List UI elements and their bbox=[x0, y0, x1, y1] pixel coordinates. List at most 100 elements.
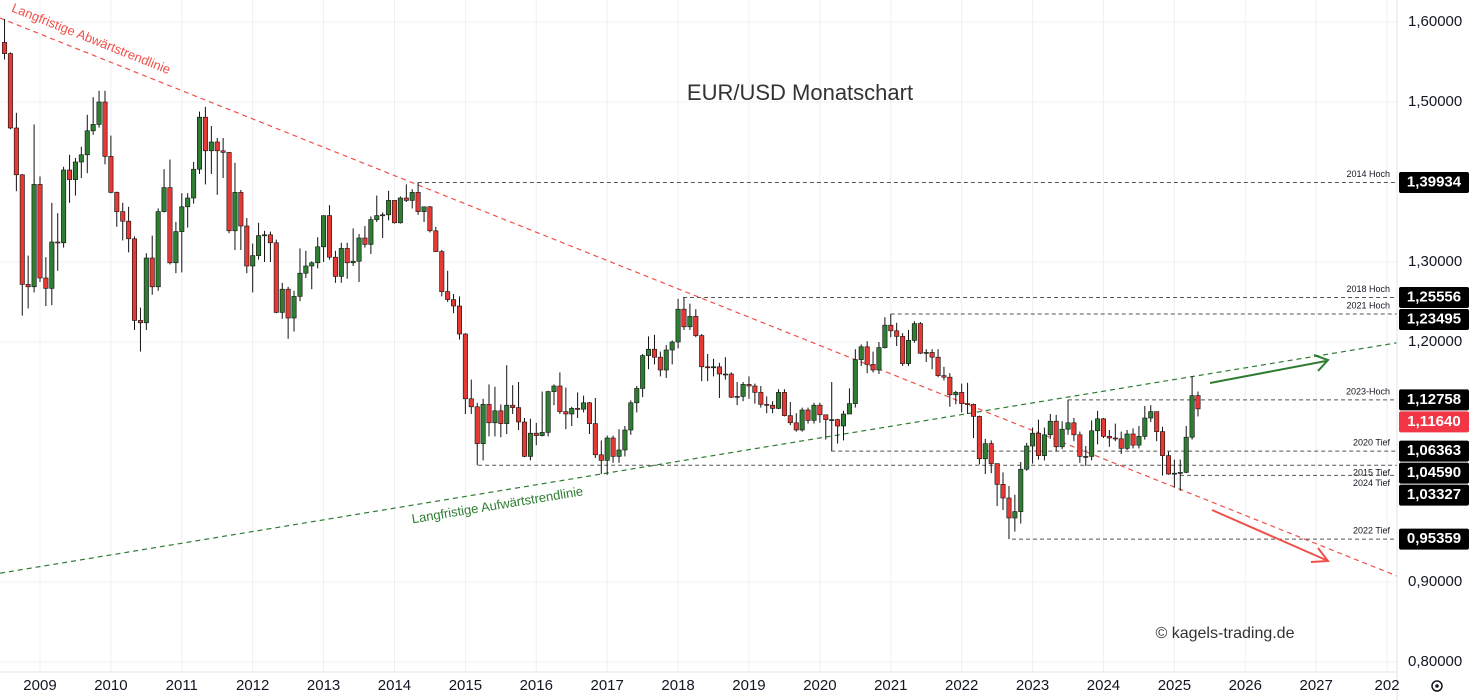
level-name: 2024 Tief bbox=[1353, 478, 1391, 488]
candle-body bbox=[965, 403, 971, 405]
candle-body bbox=[356, 237, 362, 262]
candle-body bbox=[746, 384, 752, 387]
candle-body bbox=[1030, 432, 1036, 447]
candle-body bbox=[734, 396, 740, 398]
candle-body bbox=[787, 415, 793, 424]
x-tick-label: 2009 bbox=[23, 677, 56, 694]
settings-icon[interactable] bbox=[1431, 680, 1443, 692]
x-tick-label: 2019 bbox=[732, 677, 765, 694]
candle-body bbox=[1165, 455, 1171, 475]
candle-body bbox=[900, 336, 906, 364]
y-tick-label: 1,60000 bbox=[1408, 13, 1462, 30]
candle-body bbox=[303, 265, 309, 274]
candle-body bbox=[781, 392, 787, 416]
candle-body bbox=[1041, 434, 1047, 456]
candle-body bbox=[657, 356, 663, 371]
candle-body bbox=[462, 333, 468, 400]
candle-body bbox=[1112, 437, 1118, 440]
candle-body bbox=[699, 335, 705, 368]
candle-body bbox=[971, 404, 977, 417]
trendline-label: Langfristige Aufwärtstrendlinie bbox=[411, 483, 585, 526]
candle-body bbox=[439, 251, 445, 292]
candle-body bbox=[61, 169, 67, 244]
candle-body bbox=[279, 288, 285, 313]
candle-body bbox=[445, 291, 451, 300]
candle-body bbox=[451, 299, 457, 307]
candle-body bbox=[102, 101, 108, 157]
candle-body bbox=[13, 127, 19, 176]
candle-body bbox=[527, 432, 533, 457]
candle-body bbox=[1089, 430, 1095, 457]
candle-body bbox=[1083, 456, 1089, 458]
candle-body bbox=[722, 373, 728, 376]
candle-body bbox=[1077, 434, 1083, 457]
candle-body bbox=[776, 392, 782, 409]
candle-body bbox=[55, 241, 61, 244]
candle-body bbox=[456, 305, 462, 335]
price-box-label: 1,12758 bbox=[1407, 391, 1461, 408]
candle-body bbox=[598, 454, 604, 461]
price-box bbox=[1399, 528, 1469, 550]
price-box-label: 1,04590 bbox=[1407, 464, 1461, 481]
x-tick-label: 2015 bbox=[449, 677, 482, 694]
trendline bbox=[0, 17, 1398, 577]
candle-body bbox=[179, 206, 185, 232]
x-tick-label: 2012 bbox=[236, 677, 269, 694]
candle-body bbox=[1071, 422, 1077, 436]
candle-body bbox=[805, 409, 811, 421]
candle-body bbox=[498, 410, 504, 424]
candle-body bbox=[108, 156, 114, 193]
candle-body bbox=[752, 385, 758, 393]
candle-body bbox=[840, 413, 846, 427]
candle-body bbox=[72, 161, 78, 180]
candle-body bbox=[622, 429, 628, 451]
candle-body bbox=[628, 402, 634, 431]
candle-body bbox=[126, 220, 132, 240]
candle-body bbox=[1065, 422, 1071, 430]
candle-body bbox=[817, 404, 823, 416]
candle-body bbox=[273, 242, 279, 313]
candle-body bbox=[67, 169, 73, 180]
arrow-up bbox=[1209, 360, 1327, 384]
price-box-label: 1,39934 bbox=[1407, 173, 1462, 190]
candle-body bbox=[1100, 418, 1106, 437]
candle-body bbox=[947, 376, 953, 396]
candle-body bbox=[811, 404, 817, 421]
price-box-label: 0,95359 bbox=[1407, 530, 1461, 547]
levels bbox=[0, 17, 1398, 577]
candle-body bbox=[415, 192, 421, 212]
candle-body bbox=[716, 366, 722, 375]
candle-body bbox=[350, 260, 356, 264]
candle-body bbox=[681, 308, 687, 328]
price-box bbox=[1399, 309, 1469, 331]
candle-body bbox=[675, 308, 681, 343]
candle-body bbox=[1148, 411, 1154, 419]
candle-body bbox=[7, 53, 13, 129]
y-tick-label: 1,20000 bbox=[1408, 333, 1462, 350]
candle-body bbox=[391, 200, 397, 224]
candle-body bbox=[764, 404, 770, 406]
candle-body bbox=[894, 330, 900, 337]
x-tick-label: 2024 bbox=[1087, 677, 1120, 694]
candle-body bbox=[521, 421, 527, 457]
candle-body bbox=[669, 341, 675, 351]
candle-body bbox=[155, 211, 161, 288]
candle-body bbox=[137, 320, 143, 324]
candle-body bbox=[96, 101, 102, 125]
candle-body bbox=[610, 437, 616, 457]
candle-body bbox=[486, 404, 492, 424]
candle-body bbox=[917, 323, 923, 354]
candle-body bbox=[374, 215, 380, 220]
level-name: 2021 Hoch bbox=[1346, 300, 1390, 310]
candle-body bbox=[758, 392, 764, 405]
x-tick-label: 2016 bbox=[520, 677, 553, 694]
candle-body bbox=[232, 192, 238, 232]
candle-body bbox=[480, 404, 486, 444]
candle-body bbox=[1053, 420, 1059, 448]
x-tick-label: 2023 bbox=[1016, 677, 1049, 694]
candle-body bbox=[846, 403, 852, 415]
candle-body bbox=[202, 116, 208, 152]
candle-body bbox=[604, 437, 610, 461]
candle-body bbox=[1177, 472, 1183, 474]
candle-body bbox=[1171, 472, 1177, 475]
